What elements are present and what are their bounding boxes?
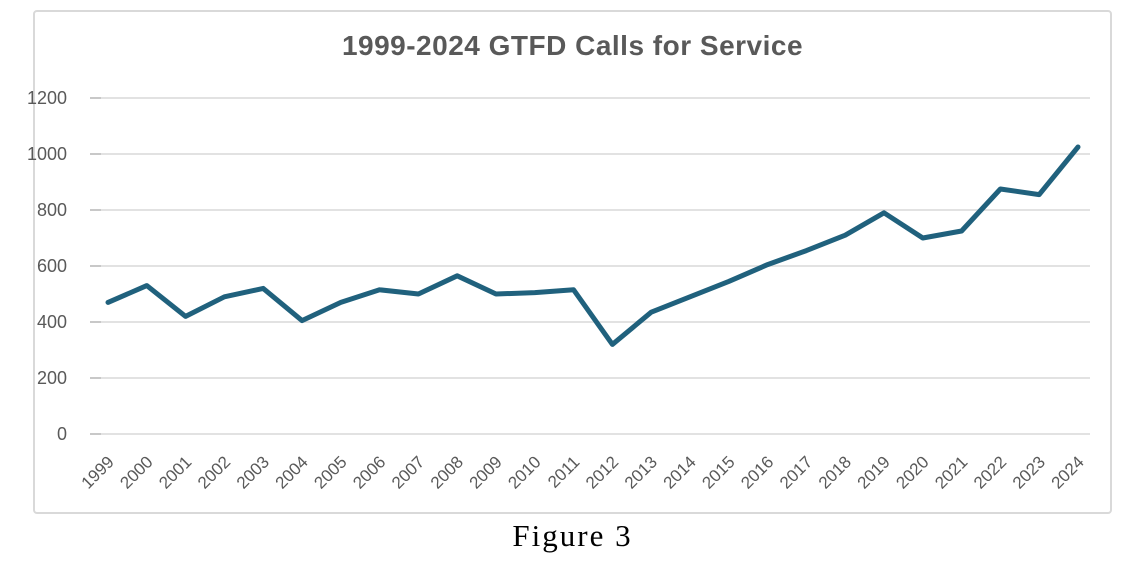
x-tick-label: 2010 [504,452,544,492]
x-tick-label: 2001 [155,452,195,492]
x-tick-label: 2006 [349,452,389,492]
figure-caption: Figure 3 [512,518,633,553]
x-tick-label: 2013 [621,452,661,492]
y-tick-label: 400 [37,312,67,332]
y-tick-label: 0 [57,424,67,444]
x-tick-label: 2009 [466,452,506,492]
x-tick-label: 2011 [544,452,583,491]
data-line-series [105,144,1081,347]
x-tick-label: 2016 [737,452,777,492]
x-tick-label: 2014 [660,452,700,492]
x-tick-label: 2008 [427,452,467,492]
y-tick-label: 200 [37,368,67,388]
x-tick-label: 2019 [854,452,894,492]
x-tick-label: 2018 [815,452,855,492]
x-tick-label: 2000 [116,452,156,492]
x-tick-label: 2022 [970,452,1010,492]
x-tick-label: 2007 [388,452,428,492]
x-tick-label: 2012 [582,452,622,492]
x-tick-label: 2002 [194,452,234,492]
x-tick-label: 2023 [1009,452,1049,492]
x-tick-label: 2017 [776,452,816,492]
chart-title: 1999-2024 GTFD Calls for Service [341,30,804,61]
x-tick-label: 2020 [892,452,932,492]
x-tick-label: 2021 [931,452,971,492]
x-tick-label: 1999 [78,452,118,492]
x-tick-label: 2005 [310,452,350,492]
x-tick-label: 2024 [1048,452,1088,492]
y-tick-label: 600 [37,256,67,276]
chart-frame: 1999-2024 GTFD Calls for Service [33,10,1112,514]
y-tick-label: 800 [37,200,67,220]
x-tick-label: 2004 [272,452,312,492]
x-tick-label: 2003 [233,452,273,492]
y-tick-label: 1200 [27,88,67,108]
x-tick-label: 2015 [698,452,738,492]
y-tick-label: 1000 [27,144,67,164]
